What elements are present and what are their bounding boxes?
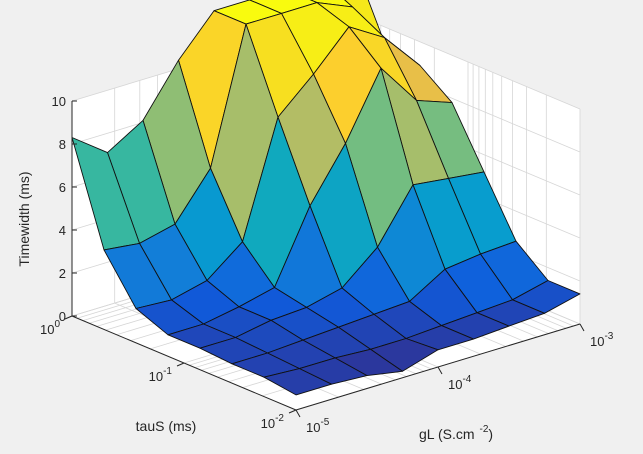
x-tick bbox=[579, 323, 585, 332]
z-tick-label: 10 bbox=[52, 94, 66, 109]
z-tick-label: 6 bbox=[59, 180, 66, 195]
x-tick-label: 10-3 bbox=[590, 331, 614, 349]
x-axis-label-end: ) bbox=[488, 426, 493, 442]
x-axis-label-base: gL (S.cm bbox=[419, 426, 475, 442]
axes-lines bbox=[64, 100, 585, 418]
y-tick bbox=[64, 315, 73, 320]
z-tick-label: 0 bbox=[59, 309, 66, 324]
tick-labels: 0 2 4 6 8 10 10-5 10-4 10-3 10-2 10-1 100 bbox=[40, 94, 614, 435]
y-tick-label: 10-1 bbox=[149, 366, 173, 384]
x-tick-label: 10-5 bbox=[306, 417, 330, 435]
y-tick-label: 10-2 bbox=[261, 413, 285, 431]
z-tick-label: 2 bbox=[59, 266, 66, 281]
y-tick-label: 100 bbox=[40, 319, 60, 337]
surface bbox=[71, 0, 581, 396]
x-axis-label: gL (S.cm -2) bbox=[419, 424, 493, 442]
z-axis-label: Timewidth (ms) bbox=[16, 171, 32, 266]
y-tick bbox=[176, 362, 185, 367]
y-axis-label: tauS (ms) bbox=[136, 418, 197, 434]
x-tick bbox=[437, 366, 443, 375]
x-axis-label-sup: -2 bbox=[480, 424, 489, 435]
surface-patch bbox=[263, 368, 332, 396]
z-tick-label: 4 bbox=[59, 223, 66, 238]
y-tick bbox=[288, 409, 297, 414]
z-tick-label: 8 bbox=[59, 137, 66, 152]
x-tick-label: 10-4 bbox=[448, 374, 472, 392]
x-tick bbox=[295, 409, 301, 418]
